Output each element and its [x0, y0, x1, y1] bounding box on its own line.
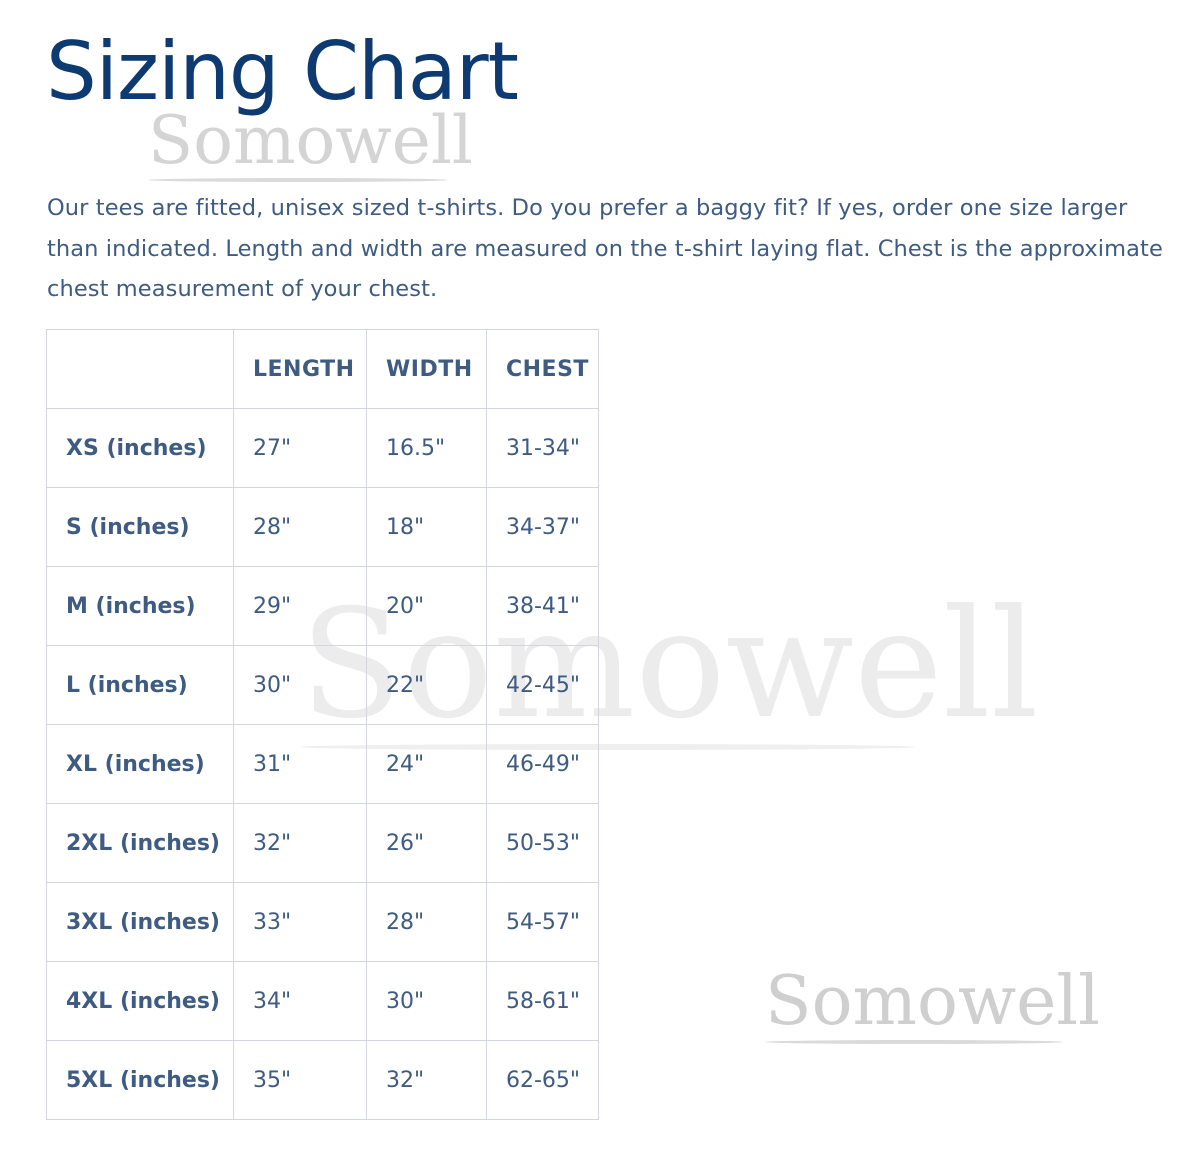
cell-size: M (inches) [46, 566, 234, 646]
cell-chest: 38-41" [486, 566, 599, 646]
table-row: S (inches) 28" 18" 34-37" [46, 487, 599, 567]
cell-width: 18" [366, 487, 487, 567]
cell-chest: 42-45" [486, 645, 599, 725]
cell-length: 35" [233, 1040, 367, 1120]
cell-length: 28" [233, 487, 367, 567]
watermark-text: Somowell [148, 102, 474, 179]
header-chest: CHEST [486, 329, 599, 409]
cell-width: 24" [366, 724, 487, 804]
cell-length: 33" [233, 882, 367, 962]
table-row: XL (inches) 31" 24" 46-49" [46, 724, 599, 804]
cell-length: 34" [233, 961, 367, 1041]
watermark-swoosh [300, 744, 915, 750]
table-row: 2XL (inches) 32" 26" 50-53" [46, 803, 599, 883]
description: Our tees are fitted, unisex sized t-shir… [47, 195, 1163, 302]
table-header-row: LENGTH WIDTH CHEST [46, 329, 599, 409]
cell-width: 30" [366, 961, 487, 1041]
watermark-text: Somowell [765, 962, 1100, 1041]
cell-size: 4XL (inches) [46, 961, 234, 1041]
cell-chest: 31-34" [486, 408, 599, 488]
cell-size: 3XL (inches) [46, 882, 234, 962]
table-row: M (inches) 29" 20" 38-41" [46, 566, 599, 646]
cell-size: 2XL (inches) [46, 803, 234, 883]
cell-chest: 62-65" [486, 1040, 599, 1120]
cell-width: 16.5" [366, 408, 487, 488]
cell-width: 26" [366, 803, 487, 883]
cell-length: 31" [233, 724, 367, 804]
watermark-swoosh [765, 1040, 1063, 1044]
cell-chest: 58-61" [486, 961, 599, 1041]
sizing-table: LENGTH WIDTH CHEST XS (inches) 27" 16.5" 31… [46, 329, 599, 1120]
cell-width: 20" [366, 566, 487, 646]
table-row: 5XL (inches) 35" 32" 62-65" [46, 1040, 599, 1120]
cell-size: XL (inches) [46, 724, 234, 804]
cell-size: 5XL (inches) [46, 1040, 234, 1120]
watermark-logo-top: Somowell [148, 108, 473, 182]
watermark-logo-bottom: Somowell [765, 968, 1100, 1044]
cell-size: L (inches) [46, 645, 234, 725]
cell-length: 32" [233, 803, 367, 883]
page-title: Sizing Chart [46, 25, 519, 118]
cell-chest: 54-57" [486, 882, 599, 962]
cell-width: 28" [366, 882, 487, 962]
header-width: WIDTH [366, 329, 487, 409]
cell-length: 30" [233, 645, 367, 725]
cell-size: S (inches) [46, 487, 234, 567]
cell-width: 22" [366, 645, 487, 725]
cell-length: 29" [233, 566, 367, 646]
header-cell [46, 329, 234, 409]
cell-chest: 50-53" [486, 803, 599, 883]
cell-length: 27" [233, 408, 367, 488]
table-row: XS (inches) 27" 16.5" 31-34" [46, 408, 599, 488]
table-row: 3XL (inches) 33" 28" 54-57" [46, 882, 599, 962]
watermark-swoosh [148, 178, 448, 182]
cell-chest: 46-49" [486, 724, 599, 804]
table-row: 4XL (inches) 34" 30" 58-61" [46, 961, 599, 1041]
table-row: L (inches) 30" 22" 42-45" [46, 645, 599, 725]
cell-size: XS (inches) [46, 408, 234, 488]
cell-chest: 34-37" [486, 487, 599, 567]
header-length: LENGTH [233, 329, 367, 409]
cell-width: 32" [366, 1040, 487, 1120]
